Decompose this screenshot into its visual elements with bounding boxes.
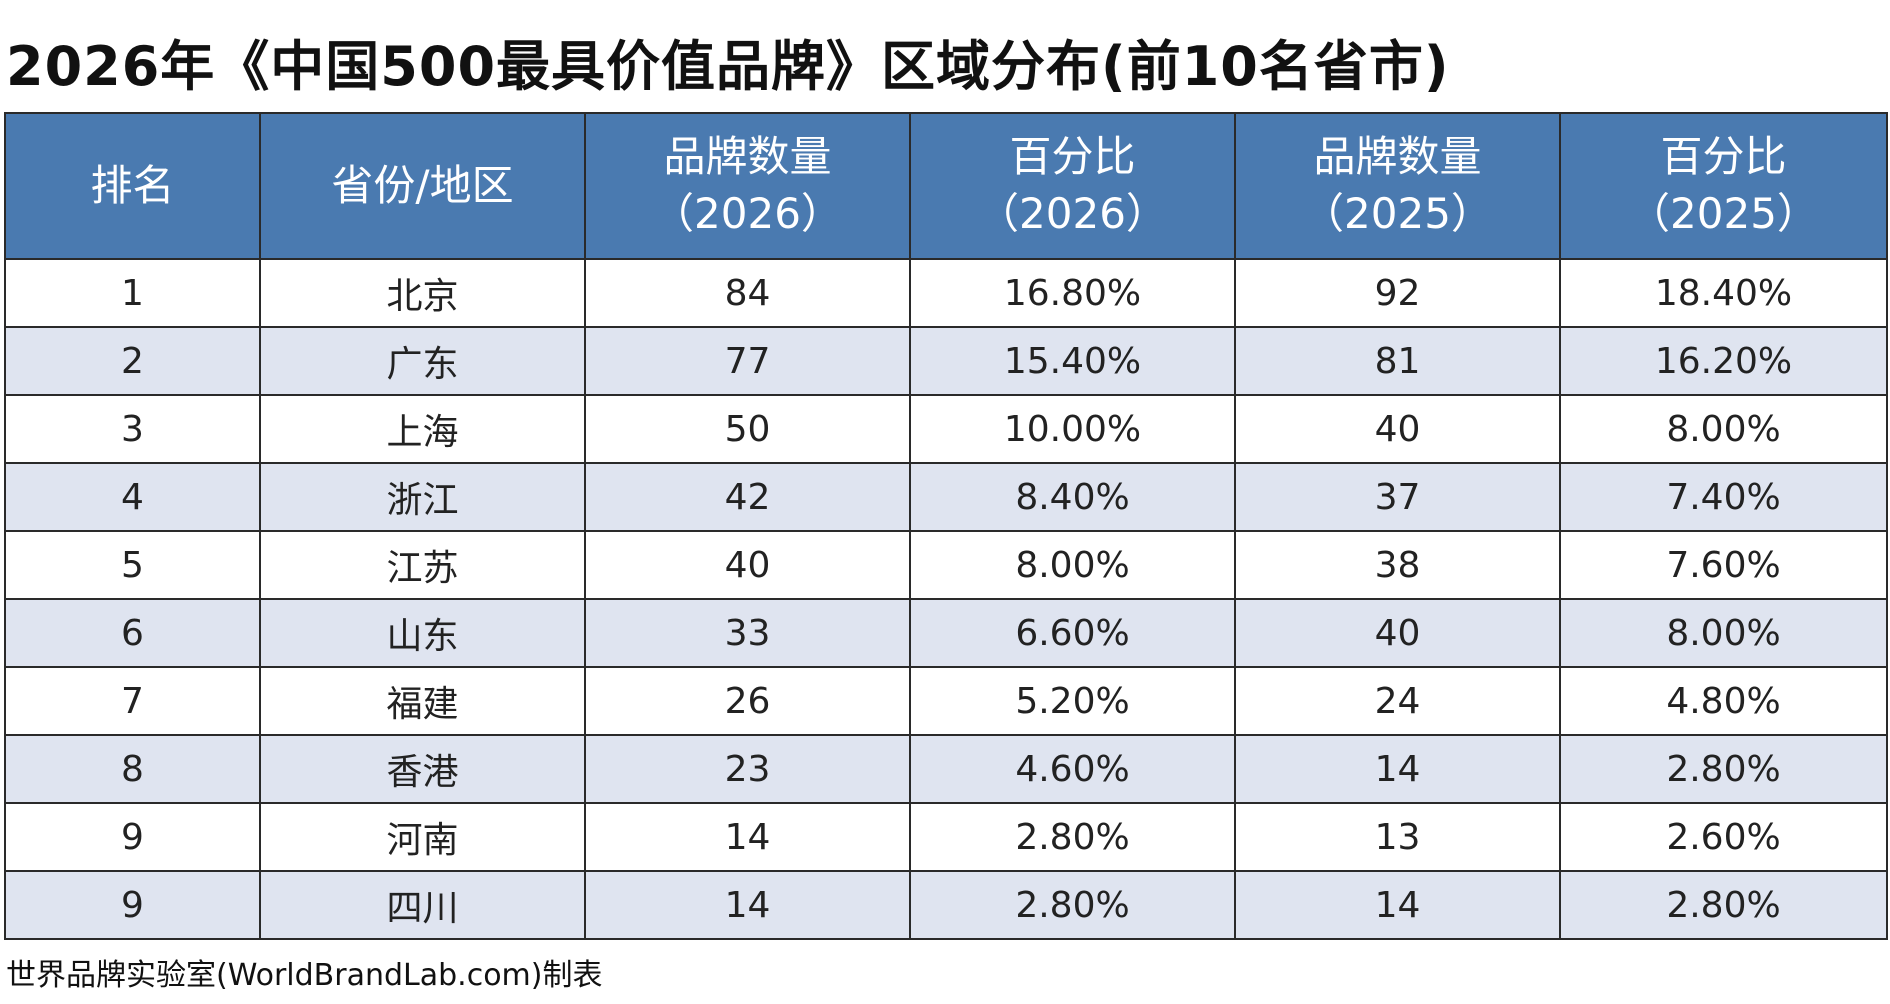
header-province: 省份/地区: [259, 112, 586, 260]
header-year: （2026）: [652, 189, 843, 238]
cell-rank: 3: [4, 394, 261, 464]
table-row: 9 四川 14 2.80% 14 2.80%: [4, 870, 1888, 940]
cell-count-2026: 42: [584, 462, 911, 532]
cell-rank: 9: [4, 870, 261, 940]
cell-rank: 2: [4, 326, 261, 396]
cell-count-2026: 50: [584, 394, 911, 464]
table-row: 3 上海 50 10.00% 40 8.00%: [4, 394, 1888, 464]
cell-percent-2026: 8.00%: [909, 530, 1236, 600]
cell-percent-2026: 5.20%: [909, 666, 1236, 736]
table-row: 1 北京 84 16.80% 92 18.40%: [4, 258, 1888, 328]
cell-count-2026: 84: [584, 258, 911, 328]
ranking-table-container: 排名 省份/地区 品牌数量 （2026） 百分比 （2026） 品牌数量 （20…: [4, 112, 1888, 940]
header-label: 品牌数量: [1313, 132, 1482, 182]
cell-count-2026: 40: [584, 530, 911, 600]
cell-count-2025: 40: [1234, 394, 1561, 464]
table-row: 7 福建 26 5.20% 24 4.80%: [4, 666, 1888, 736]
cell-percent-2025: 2.80%: [1559, 870, 1888, 940]
cell-rank: 1: [4, 258, 261, 328]
cell-percent-2025: 2.80%: [1559, 734, 1888, 804]
cell-count-2025: 38: [1234, 530, 1561, 600]
header-label: 省份/地区: [331, 160, 514, 210]
cell-province: 广东: [259, 326, 586, 396]
header-label: 百分比: [1660, 132, 1787, 182]
cell-count-2026: 14: [584, 870, 911, 940]
cell-percent-2025: 7.40%: [1559, 462, 1888, 532]
cell-count-2025: 14: [1234, 734, 1561, 804]
table-header-row: 排名 省份/地区 品牌数量 （2026） 百分比 （2026） 品牌数量 （20…: [4, 112, 1888, 260]
cell-count-2025: 37: [1234, 462, 1561, 532]
cell-province: 浙江: [259, 462, 586, 532]
source-credit: 世界品牌实验室(WorldBrandLab.com)制表: [6, 958, 603, 993]
table-row: 5 江苏 40 8.00% 38 7.60%: [4, 530, 1888, 600]
cell-percent-2026: 2.80%: [909, 870, 1236, 940]
ranking-table: 排名 省份/地区 品牌数量 （2026） 百分比 （2026） 品牌数量 （20…: [4, 112, 1888, 940]
cell-count-2025: 24: [1234, 666, 1561, 736]
header-brand-count-2025: 品牌数量 （2025）: [1234, 112, 1561, 260]
cell-percent-2026: 15.40%: [909, 326, 1236, 396]
header-label: 品牌数量: [663, 132, 832, 182]
table-row: 9 河南 14 2.80% 13 2.60%: [4, 802, 1888, 872]
table-row: 2 广东 77 15.40% 81 16.20%: [4, 326, 1888, 396]
cell-percent-2026: 16.80%: [909, 258, 1236, 328]
cell-rank: 4: [4, 462, 261, 532]
cell-province: 山东: [259, 598, 586, 668]
cell-count-2025: 40: [1234, 598, 1561, 668]
cell-percent-2026: 6.60%: [909, 598, 1236, 668]
cell-percent-2026: 10.00%: [909, 394, 1236, 464]
cell-count-2025: 13: [1234, 802, 1561, 872]
cell-province: 香港: [259, 734, 586, 804]
header-year: （2026）: [977, 189, 1168, 238]
header-rank: 排名: [4, 112, 261, 260]
cell-rank: 6: [4, 598, 261, 668]
cell-percent-2025: 18.40%: [1559, 258, 1888, 328]
cell-province: 四川: [259, 870, 586, 940]
cell-rank: 8: [4, 734, 261, 804]
cell-province: 河南: [259, 802, 586, 872]
cell-count-2025: 81: [1234, 326, 1561, 396]
table-row: 6 山东 33 6.60% 40 8.00%: [4, 598, 1888, 668]
header-label: 排名: [90, 160, 175, 210]
cell-province: 北京: [259, 258, 586, 328]
header-year: （2025）: [1302, 189, 1493, 238]
cell-count-2026: 14: [584, 802, 911, 872]
cell-percent-2026: 4.60%: [909, 734, 1236, 804]
cell-percent-2025: 16.20%: [1559, 326, 1888, 396]
cell-province: 上海: [259, 394, 586, 464]
cell-percent-2025: 2.60%: [1559, 802, 1888, 872]
header-label: 百分比: [1009, 132, 1136, 182]
cell-rank: 5: [4, 530, 261, 600]
table-row: 8 香港 23 4.60% 14 2.80%: [4, 734, 1888, 804]
cell-rank: 7: [4, 666, 261, 736]
cell-province: 江苏: [259, 530, 586, 600]
cell-count-2026: 26: [584, 666, 911, 736]
cell-count-2026: 23: [584, 734, 911, 804]
header-percent-2025: 百分比 （2025）: [1559, 112, 1888, 260]
cell-count-2026: 33: [584, 598, 911, 668]
cell-percent-2025: 4.80%: [1559, 666, 1888, 736]
cell-count-2025: 92: [1234, 258, 1561, 328]
cell-percent-2025: 8.00%: [1559, 598, 1888, 668]
cell-count-2026: 77: [584, 326, 911, 396]
cell-percent-2025: 7.60%: [1559, 530, 1888, 600]
cell-count-2025: 14: [1234, 870, 1561, 940]
header-percent-2026: 百分比 （2026）: [909, 112, 1236, 260]
table-row: 4 浙江 42 8.40% 37 7.40%: [4, 462, 1888, 532]
cell-percent-2026: 2.80%: [909, 802, 1236, 872]
cell-percent-2026: 8.40%: [909, 462, 1236, 532]
cell-rank: 9: [4, 802, 261, 872]
cell-percent-2025: 8.00%: [1559, 394, 1888, 464]
header-brand-count-2026: 品牌数量 （2026）: [584, 112, 911, 260]
header-year: （2025）: [1628, 189, 1819, 238]
page-title: 2026年《中国500最具价值品牌》区域分布(前10名省市): [6, 35, 1450, 98]
cell-province: 福建: [259, 666, 586, 736]
